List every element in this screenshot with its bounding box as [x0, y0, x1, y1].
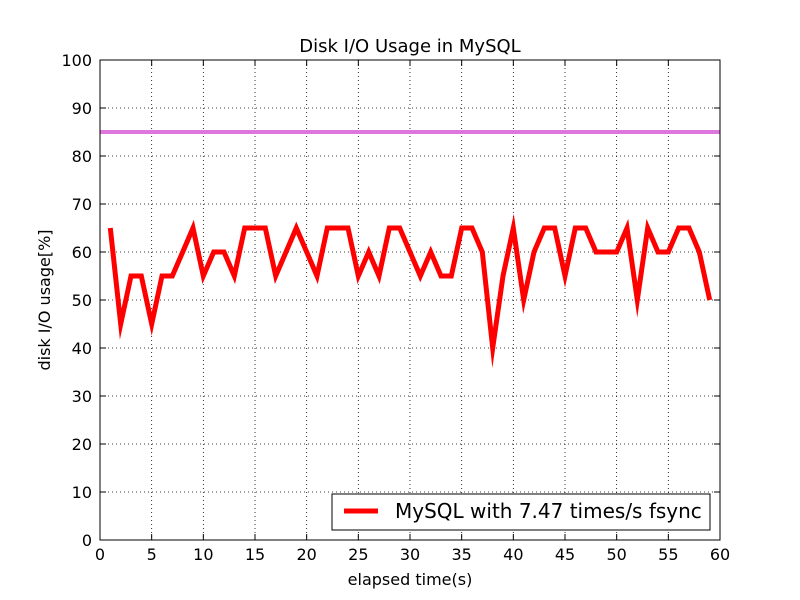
- y-axis-label: disk I/O usage[%]: [35, 229, 54, 370]
- legend-label: MySQL with 7.47 times/s fsync: [395, 499, 702, 523]
- x-tick-labels: 0 5 10 15 20 25 30 35 40 45 50 55 60: [95, 545, 730, 564]
- y-tick-label: 100: [61, 51, 92, 70]
- x-tick-label: 20: [296, 545, 316, 564]
- series-layer: [107, 213, 713, 369]
- y-tick-label: 30: [72, 387, 92, 406]
- x-tick-label: 5: [147, 545, 157, 564]
- x-tick-label: 25: [348, 545, 368, 564]
- x-tick-label: 0: [95, 545, 105, 564]
- x-tick-label: 15: [245, 545, 265, 564]
- y-tick-label: 20: [72, 435, 92, 454]
- y-tick-label: 10: [72, 483, 92, 502]
- y-tick-label: 40: [72, 339, 92, 358]
- y-tick-label: 70: [72, 195, 92, 214]
- grid-lines: [100, 60, 720, 540]
- legend-box: [331, 493, 711, 531]
- x-axis-label: elapsed time(s): [348, 570, 473, 589]
- x-tick-label: 60: [710, 545, 730, 564]
- x-tick-label: 30: [400, 545, 420, 564]
- x-tick-label: 50: [606, 545, 626, 564]
- x-tick-label: 55: [658, 545, 678, 564]
- x-tick-label: 45: [555, 545, 575, 564]
- y-tick-label: 0: [82, 531, 92, 550]
- tick-marks: [99, 59, 721, 541]
- y-tick-label: 50: [72, 291, 92, 310]
- x-tick-label: 40: [503, 545, 523, 564]
- chart-title: Disk I/O Usage in MySQL: [299, 36, 520, 57]
- x-tick-label: 35: [451, 545, 471, 564]
- x-tick-label: 10: [193, 545, 213, 564]
- y-tick-labels: 0 10 20 30 40 50 60 70 80 90 100: [61, 51, 92, 550]
- y-tick-label: 90: [72, 99, 92, 118]
- y-tick-label: 60: [72, 243, 92, 262]
- y-tick-label: 80: [72, 147, 92, 166]
- legend: MySQL with 7.47 times/s fsync: [331, 493, 711, 531]
